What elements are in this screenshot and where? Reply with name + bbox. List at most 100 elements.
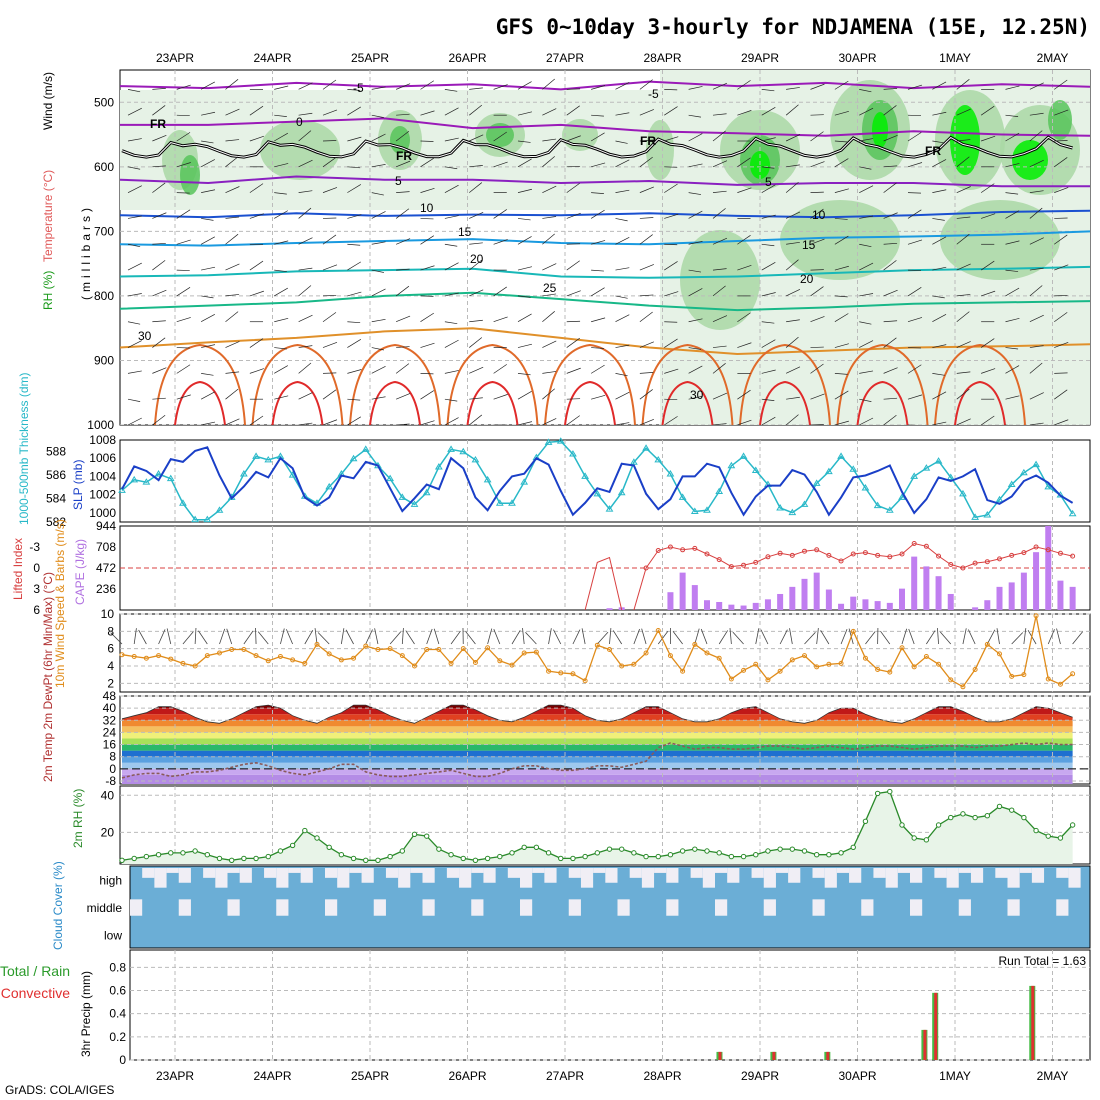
thickness-point <box>654 455 663 463</box>
wind-barb <box>493 286 507 297</box>
cloud-clear-high <box>507 868 520 878</box>
li-point <box>802 548 807 554</box>
wind-barb <box>371 192 384 196</box>
wind-barb <box>980 415 995 425</box>
wind-barb <box>201 295 214 299</box>
li-point <box>1021 550 1027 556</box>
li-tick-label: -3 <box>29 540 40 554</box>
wind-barb <box>298 190 313 193</box>
wind-barb <box>664 106 678 116</box>
wind-barb <box>322 79 337 90</box>
cape-bar <box>764 599 771 610</box>
rh2m-point <box>509 850 515 856</box>
cloud-clear-middle <box>715 899 728 916</box>
wind-barb <box>201 373 214 376</box>
wind-barb <box>883 337 897 348</box>
wind-barb <box>274 347 287 350</box>
wind-barb <box>834 218 848 220</box>
wind-barb <box>322 312 337 323</box>
rh2m-point <box>314 835 320 841</box>
wind-barb <box>639 234 653 245</box>
wind-barb <box>1029 159 1044 168</box>
wind-tick-label: 6 <box>107 642 114 656</box>
wind-barb <box>274 365 289 374</box>
wind-barb <box>127 107 142 116</box>
cloud-clear-high <box>629 868 642 878</box>
wind10m-point <box>862 655 868 661</box>
thickness-point <box>459 447 468 455</box>
precip-tick-label: 0 <box>119 1053 126 1067</box>
rh2m-point <box>192 848 198 854</box>
cloud-clear-high <box>690 868 703 878</box>
rh2m-point <box>545 850 552 856</box>
wind-barb <box>688 365 703 374</box>
cape-bar <box>935 576 942 610</box>
li-point <box>667 544 673 550</box>
wind-barb <box>956 311 970 323</box>
wind-barb <box>469 165 483 168</box>
li-point <box>972 560 978 566</box>
wind-barb <box>761 339 776 348</box>
rh-contour-blob <box>780 200 900 280</box>
wind-barb <box>591 240 606 245</box>
rh2m-point <box>1069 822 1076 828</box>
wind-barb <box>859 370 874 374</box>
wind-barb-10m <box>633 628 640 645</box>
wind-barb <box>956 233 970 245</box>
thickness-point <box>837 452 845 459</box>
wind-barb <box>395 393 411 400</box>
wind-barb <box>347 166 361 169</box>
wind-barb <box>274 114 287 117</box>
date-label-bottom: 2MAY <box>1037 1069 1069 1083</box>
isotherm-label: 25 <box>543 281 557 295</box>
wind-barb <box>444 107 459 116</box>
wind-barb <box>761 184 776 193</box>
rh2m-point <box>228 857 235 863</box>
wind-barb <box>493 394 508 400</box>
wind-barb <box>956 79 970 90</box>
cloud-clear-middle <box>130 899 143 916</box>
wind-barb-10m <box>1047 629 1055 645</box>
wind10m-point <box>521 650 527 656</box>
wind-barb <box>810 286 824 297</box>
wind-barb <box>883 242 898 245</box>
wind-barb <box>542 263 557 271</box>
thickness-point <box>520 478 529 485</box>
wind-barb-10m <box>672 630 683 645</box>
wind10m-point <box>509 662 515 668</box>
rh2m-point <box>753 852 759 858</box>
rh2m-point <box>1045 833 1051 839</box>
cloud-clear-high <box>385 868 399 878</box>
thickness-point <box>349 454 358 462</box>
wind-barb <box>127 89 141 93</box>
wind-barb <box>225 156 239 168</box>
temp-color-band <box>122 732 1073 739</box>
rh2m-point <box>582 853 588 860</box>
thickness-point <box>179 499 187 506</box>
wind-barb <box>444 166 458 170</box>
wind-barb <box>469 414 483 425</box>
cape-bar <box>789 586 796 610</box>
slp-frame <box>119 439 1091 523</box>
wind-barb <box>249 105 264 116</box>
wind-barb <box>981 213 996 219</box>
thickness-point <box>617 488 626 496</box>
rh2m-point <box>1057 835 1064 841</box>
wind10m-point <box>692 641 698 647</box>
wind-barb <box>396 113 410 116</box>
wind10m-point <box>607 647 612 653</box>
cloud-clear-high <box>849 868 862 883</box>
wind-barb <box>347 291 362 297</box>
wind-barb <box>249 135 264 142</box>
wind-barb <box>322 157 337 168</box>
wind-barb <box>395 160 411 168</box>
wind-barb <box>152 88 166 90</box>
wind-barb <box>469 104 483 116</box>
wind-barb <box>542 233 555 245</box>
thickness-point <box>605 505 614 512</box>
rh-contour-blob <box>180 155 200 195</box>
wind-barb-10m <box>553 629 562 645</box>
thickness-point <box>142 478 151 485</box>
wind-barb <box>371 288 386 297</box>
rh2m-point <box>448 852 454 858</box>
